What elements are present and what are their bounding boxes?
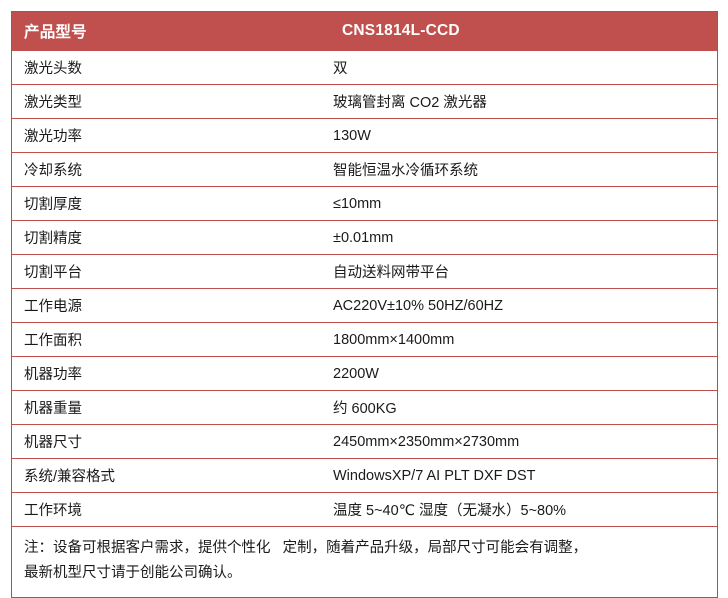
table-row: 工作面积 1800mm×1400mm [12, 322, 717, 357]
spec-label: 激光头数 [12, 50, 330, 85]
table-row: 冷却系统 智能恒温水冷循环系统 [12, 152, 717, 187]
spec-value: 1800mm×1400mm [330, 322, 717, 357]
footnote-line-2: 最新机型尺寸请于创能公司确认。 [24, 564, 242, 581]
spec-label: 机器功率 [12, 356, 330, 391]
table-row: 机器重量 约 600KG [12, 390, 717, 425]
spec-value: AC220V±10% 50HZ/60HZ [330, 288, 717, 323]
spec-value: 智能恒温水冷循环系统 [330, 152, 717, 187]
spec-label: 工作环境 [12, 492, 330, 526]
spec-label: 冷却系统 [12, 152, 330, 187]
spec-label: 工作面积 [12, 322, 330, 357]
specification-table-container: 产品型号 CNS1814L-CCD 激光头数 双 激光类型 玻璃管封离 CO2 … [11, 11, 718, 598]
spec-label: 系统/兼容格式 [12, 458, 330, 493]
spec-label: 机器重量 [12, 390, 330, 425]
table-body: 激光头数 双 激光类型 玻璃管封离 CO2 激光器 激光功率 130W 冷却系统… [12, 50, 717, 526]
table-row: 切割精度 ±0.01mm [12, 220, 717, 255]
footnote-line-1: 注：设备可根据客户需求，提供个性化 定制，随着产品升级，局部尺寸可能会有调整， [24, 540, 588, 556]
spec-label: 切割平台 [12, 254, 330, 289]
table-row: 切割平台 自动送料网带平台 [12, 254, 717, 289]
spec-value: 双 [330, 50, 717, 85]
table-head: 产品型号 CNS1814L-CCD [12, 12, 717, 51]
table-row: 切割厚度 ≤10mm [12, 186, 717, 221]
table-header-row: 产品型号 CNS1814L-CCD [12, 12, 717, 51]
spec-label: 切割厚度 [12, 186, 330, 221]
table-row: 系统/兼容格式 WindowsXP/7 AI PLT DXF DST [12, 458, 717, 493]
header-cell-product-model: 产品型号 [24, 24, 87, 41]
spec-label: 激光功率 [12, 118, 330, 153]
spec-label: 机器尺寸 [12, 424, 330, 459]
table-row: 机器尺寸 2450mm×2350mm×2730mm [12, 424, 717, 459]
spec-label: 激光类型 [12, 84, 330, 119]
table-row: 工作电源 AC220V±10% 50HZ/60HZ [12, 288, 717, 323]
table-row: 工作环境 温度 5~40℃ 湿度（无凝水）5~80% [12, 492, 717, 526]
spec-value: WindowsXP/7 AI PLT DXF DST [330, 458, 717, 493]
table-footnote: 注：设备可根据客户需求，提供个性化 定制，随着产品升级，局部尺寸可能会有调整， … [12, 526, 717, 597]
spec-value: 2450mm×2350mm×2730mm [330, 424, 717, 459]
spec-value: 玻璃管封离 CO2 激光器 [330, 84, 717, 119]
table-row: 机器功率 2200W [12, 356, 717, 391]
spec-value: ≤10mm [330, 186, 717, 221]
header-cell-model-number: CNS1814L-CCD [342, 22, 460, 39]
spec-value: 温度 5~40℃ 湿度（无凝水）5~80% [330, 492, 717, 526]
spec-value: 约 600KG [330, 390, 717, 425]
spec-value: 2200W [330, 356, 717, 391]
table-row: 激光功率 130W [12, 118, 717, 153]
spec-label: 工作电源 [12, 288, 330, 323]
specification-table: 产品型号 CNS1814L-CCD 激光头数 双 激光类型 玻璃管封离 CO2 … [12, 12, 717, 526]
spec-value: 130W [330, 118, 717, 153]
spec-label: 切割精度 [12, 220, 330, 255]
table-row: 激光头数 双 [12, 50, 717, 85]
spec-value: ±0.01mm [330, 220, 717, 255]
table-row: 激光类型 玻璃管封离 CO2 激光器 [12, 84, 717, 119]
spec-value: 自动送料网带平台 [330, 254, 717, 289]
